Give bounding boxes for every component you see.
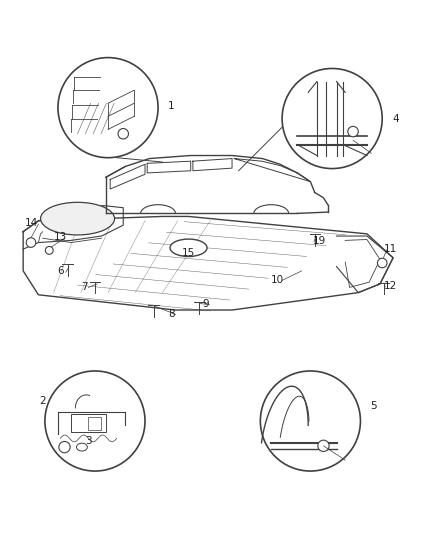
Text: 10: 10 bbox=[271, 274, 284, 285]
Circle shape bbox=[318, 440, 329, 451]
Text: 4: 4 bbox=[392, 114, 399, 124]
Circle shape bbox=[348, 126, 358, 137]
Text: 7: 7 bbox=[81, 281, 88, 292]
Text: 15: 15 bbox=[182, 248, 195, 259]
Text: 8: 8 bbox=[168, 309, 174, 319]
Text: 3: 3 bbox=[85, 435, 92, 446]
Ellipse shape bbox=[170, 239, 207, 256]
Circle shape bbox=[58, 58, 158, 158]
Circle shape bbox=[282, 68, 382, 168]
Circle shape bbox=[260, 371, 360, 471]
Bar bbox=[71, 415, 106, 432]
Text: 14: 14 bbox=[25, 218, 39, 228]
Circle shape bbox=[46, 246, 53, 254]
Text: 11: 11 bbox=[384, 244, 398, 254]
Ellipse shape bbox=[41, 203, 115, 235]
Circle shape bbox=[59, 441, 70, 453]
Text: 1: 1 bbox=[168, 101, 174, 111]
Bar bbox=[88, 417, 102, 430]
Text: 13: 13 bbox=[53, 232, 67, 243]
Text: 19: 19 bbox=[312, 236, 326, 246]
Circle shape bbox=[378, 258, 387, 268]
Circle shape bbox=[26, 238, 36, 247]
Text: 12: 12 bbox=[383, 281, 397, 291]
Text: 6: 6 bbox=[57, 266, 64, 276]
Text: 5: 5 bbox=[370, 401, 377, 411]
Circle shape bbox=[45, 371, 145, 471]
Circle shape bbox=[118, 128, 128, 139]
Text: 9: 9 bbox=[203, 300, 209, 309]
Text: 2: 2 bbox=[39, 395, 46, 406]
